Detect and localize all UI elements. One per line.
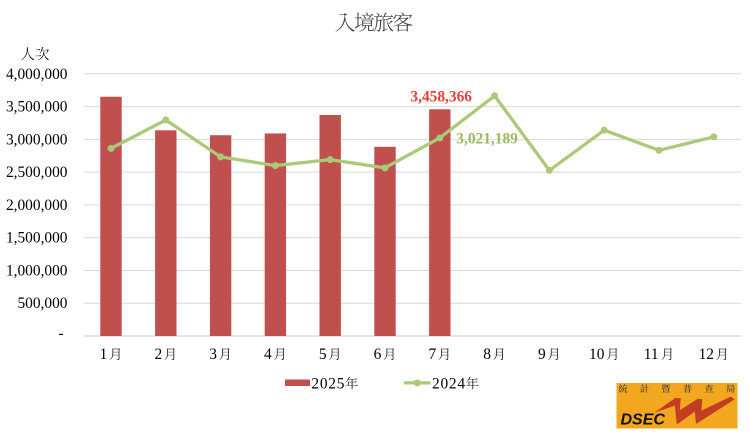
svg-text:4,000,000: 4,000,000 [6,66,68,83]
svg-text:5: 5 [319,346,327,363]
svg-text:10: 10 [589,346,605,363]
svg-text:2,500,000: 2,500,000 [6,164,68,181]
svg-text:2,000,000: 2,000,000 [6,197,68,214]
svg-text:2025: 2025 [311,375,345,392]
svg-text:9: 9 [538,346,546,363]
svg-text:3,500,000: 3,500,000 [6,99,68,116]
svg-text:2: 2 [154,346,162,363]
svg-text:1,500,000: 1,500,000 [6,230,68,247]
svg-text:7: 7 [428,346,436,363]
svg-text:-: - [58,325,63,342]
svg-text:11: 11 [644,346,659,363]
svg-text:8: 8 [483,346,491,363]
svg-text:6: 6 [374,346,382,363]
svg-text:DSEC: DSEC [621,411,666,428]
svg-text:1: 1 [100,346,108,363]
svg-text:2024: 2024 [432,375,466,392]
svg-text:500,000: 500,000 [17,295,67,312]
svg-text:3,021,189: 3,021,189 [456,131,518,148]
svg-text:12: 12 [699,346,714,363]
svg-text:3,000,000: 3,000,000 [6,131,68,148]
svg-text:3,458,366: 3,458,366 [410,89,472,106]
svg-text:1,000,000: 1,000,000 [6,262,68,279]
svg-text:3: 3 [209,346,217,363]
svg-text:4: 4 [264,346,272,363]
